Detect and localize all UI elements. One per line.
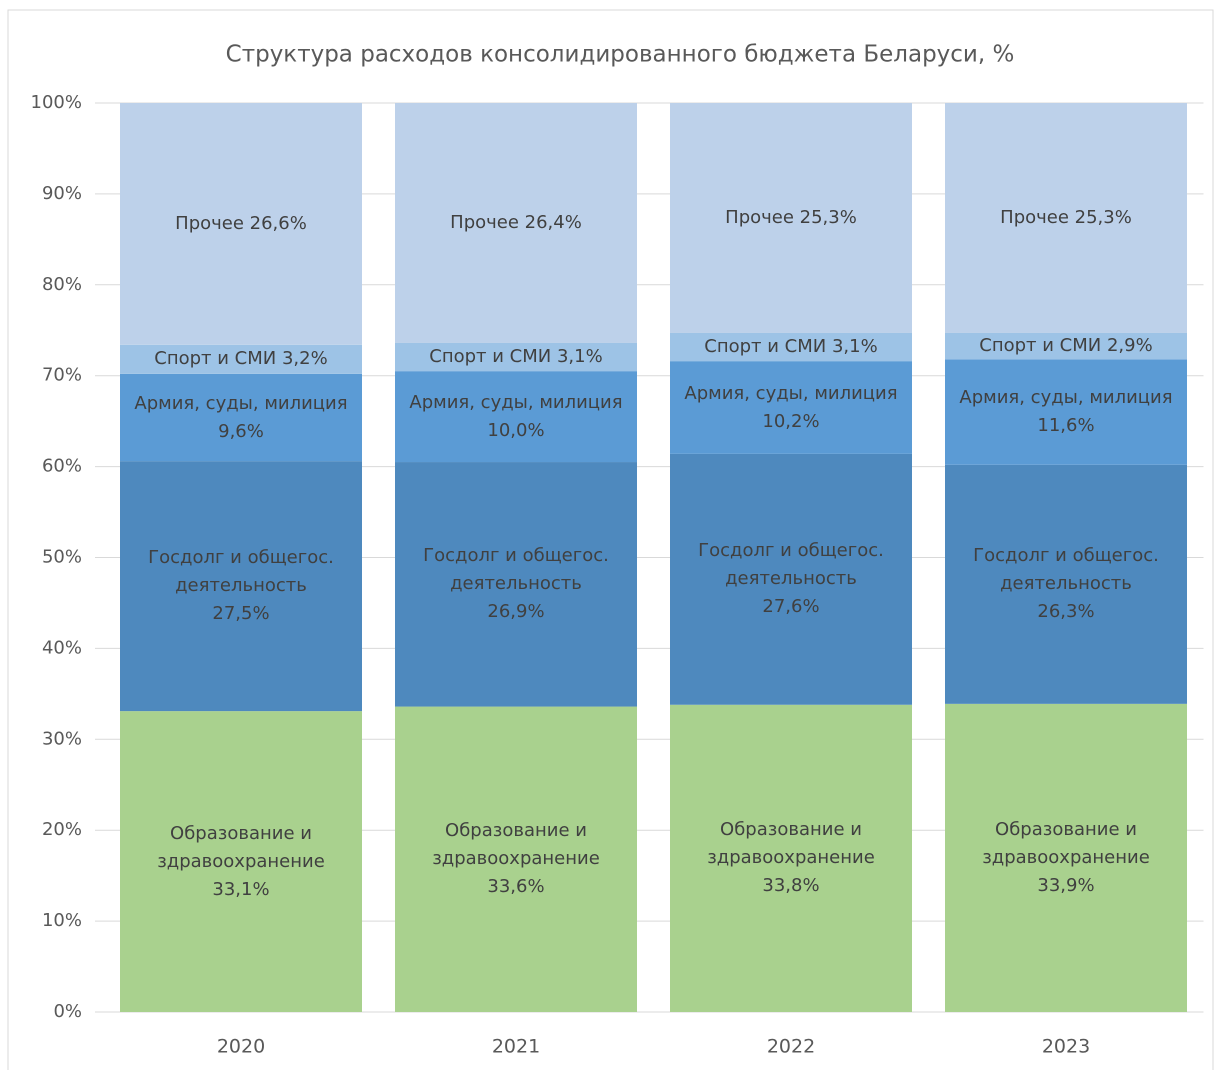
y-tick-label: 30% <box>42 728 82 749</box>
x-tick-label: 2021 <box>492 1036 540 1058</box>
data-label: Спорт и СМИ 3,2% <box>154 348 328 370</box>
bar-segment <box>120 103 362 345</box>
bar-segment <box>670 332 912 362</box>
bar-segment <box>670 103 912 333</box>
bar-segment <box>120 711 362 1012</box>
bar-segment <box>945 103 1187 333</box>
data-label: Прочее 25,3% <box>725 206 857 228</box>
bar-segment <box>670 361 912 454</box>
x-tick-label: 2023 <box>1042 1036 1090 1058</box>
data-label: Спорт и СМИ 3,1% <box>704 336 878 358</box>
y-tick-label: 60% <box>42 456 82 477</box>
bar-segment <box>120 461 362 712</box>
data-label: Спорт и СМИ 3,1% <box>429 346 603 368</box>
data-label: Образование и здравоохранение 33,1% <box>157 822 325 900</box>
bar-segment <box>670 453 912 705</box>
x-tick-label: 2020 <box>217 1036 265 1058</box>
y-tick-label: 80% <box>42 274 82 295</box>
bar-segment <box>395 342 637 372</box>
data-label: Госдолг и общегос. деятельность 26,9% <box>423 545 609 623</box>
bar-segment <box>945 703 1187 1012</box>
y-tick-label: 50% <box>42 547 82 568</box>
data-label: Госдолг и общегос. деятельность 27,5% <box>148 547 334 625</box>
data-label: Прочее 26,4% <box>450 211 582 233</box>
data-label: Армия, суды, милиция 9,6% <box>134 392 348 442</box>
data-label: Спорт и СМИ 2,9% <box>979 335 1153 357</box>
data-label: Прочее 25,3% <box>1000 206 1132 228</box>
data-label: Образование и здравоохранение 33,8% <box>707 819 875 897</box>
bar-segment <box>945 359 1187 465</box>
bar-segment <box>945 332 1187 360</box>
bar-segment <box>395 371 637 463</box>
chart-title: Структура расходов консолидированного бю… <box>226 42 1015 68</box>
bar-segment <box>395 103 637 343</box>
data-label: Образование и здравоохранение 33,6% <box>432 820 600 898</box>
data-label: Армия, суды, милиция 10,0% <box>409 391 623 441</box>
bar-segment <box>120 344 362 374</box>
bar-segment <box>395 462 637 707</box>
data-label: Образование и здравоохранение 33,9% <box>982 818 1150 896</box>
data-label: Госдолг и общегос. деятельность 26,3% <box>973 545 1159 623</box>
data-label: Госдолг и общегос. деятельность 27,6% <box>698 540 884 618</box>
y-tick-label: 0% <box>53 1001 82 1022</box>
x-tick-label: 2022 <box>767 1036 815 1058</box>
y-tick-label: 100% <box>31 92 82 113</box>
data-label: Армия, суды, милиция 11,6% <box>959 387 1173 437</box>
data-label: Армия, суды, милиция 10,2% <box>684 382 898 432</box>
y-tick-label: 40% <box>42 637 82 658</box>
y-tick-label: 20% <box>42 819 82 840</box>
y-tick-label: 70% <box>42 365 82 386</box>
y-tick-label: 10% <box>42 910 82 931</box>
bar-segment <box>945 464 1187 704</box>
y-tick-label: 90% <box>42 183 82 204</box>
bar-segment <box>670 704 912 1012</box>
bar-segment <box>395 706 637 1012</box>
data-label: Прочее 26,6% <box>175 212 307 234</box>
bar-segment <box>120 373 362 462</box>
